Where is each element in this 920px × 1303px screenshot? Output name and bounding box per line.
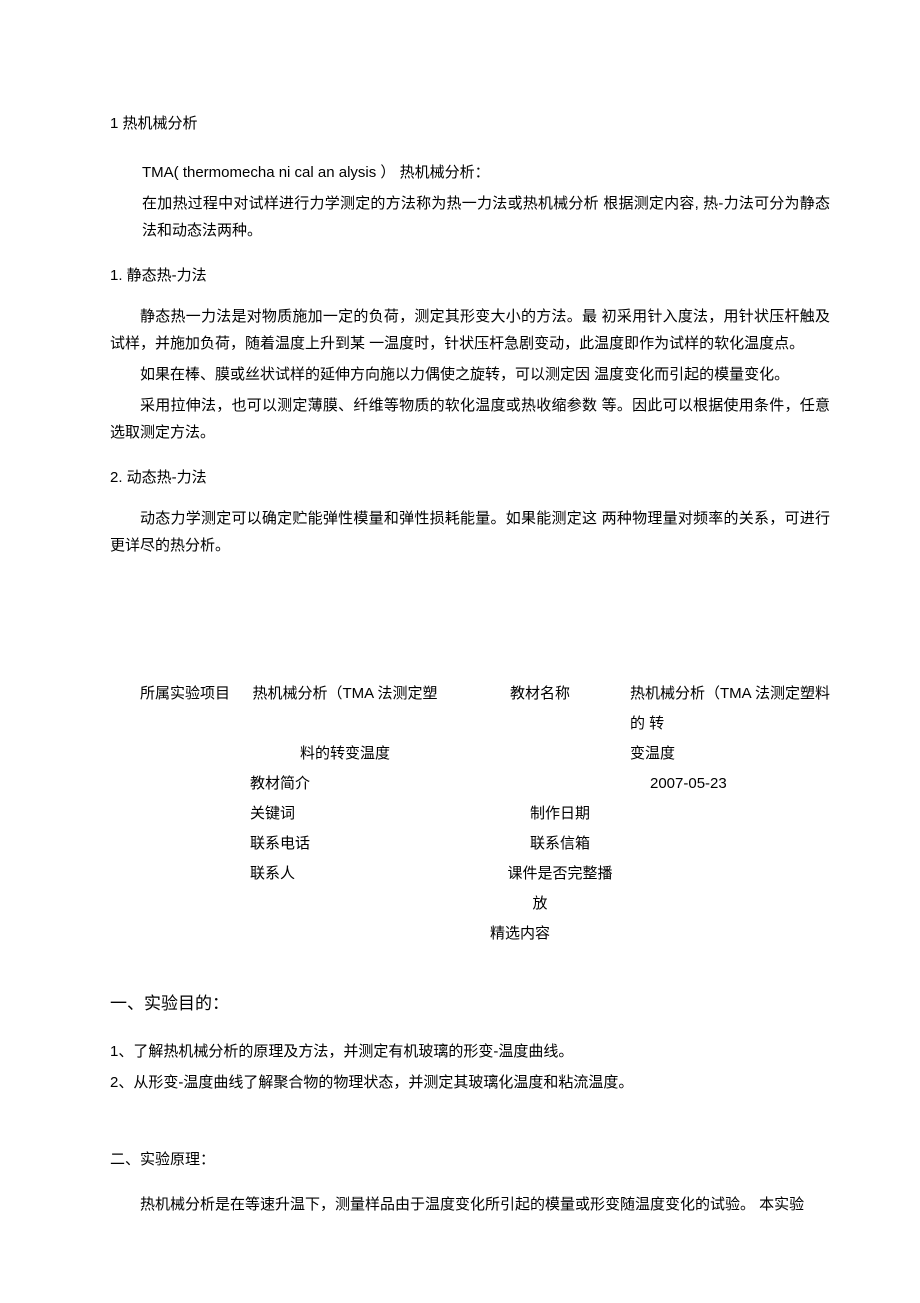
section1-p2: 如果在棒、膜或丝状试样的延伸方向施以力偶使之旋转，可以测定因 温度变化而引起的模… — [110, 361, 830, 388]
spacer — [110, 859, 230, 889]
meta-label-project: 所属实验项目 — [110, 679, 230, 739]
spacer — [110, 1100, 830, 1128]
meta-label-intro: 教材简介 — [230, 769, 480, 799]
doc-title: 1 热机械分析 — [110, 110, 830, 137]
spacer — [640, 799, 830, 829]
meta-row-1a: 所属实验项目 热机械分析（TMA 法测定塑 教材名称 热机械分析（TMA 法测定… — [110, 679, 830, 739]
intro-para: 在加热过程中对试样进行力学测定的方法称为热一力法或热机械分析 根据测定内容, 热… — [142, 190, 830, 244]
section2-head: 2. 动态热-力法 — [110, 464, 830, 491]
meta-row-6: 精选内容 — [110, 919, 830, 949]
spacer — [230, 889, 460, 919]
meta-value-material-a: 热机械分析（TMA 法测定塑料的 转 — [620, 679, 830, 739]
intro-line: TMA( thermomecha ni cal an alysis ） 热机械分… — [142, 159, 830, 186]
meta-label-playback-a: 课件是否完整播 — [480, 859, 640, 889]
spacer — [110, 889, 230, 919]
spacer — [110, 769, 230, 799]
spacer — [460, 739, 620, 769]
spacer — [640, 859, 830, 889]
meta-row-5a: 联系人 课件是否完整播 — [110, 859, 830, 889]
meta-value-material-b: 变温度 — [620, 739, 830, 769]
spacer — [620, 889, 830, 919]
exp-principle-p: 热机械分析是在等速升温下，测量样品由于温度变化所引起的模量或形变随温度变化的试验… — [110, 1191, 830, 1218]
meta-row-4: 联系电话 联系信箱 — [110, 829, 830, 859]
meta-row-5b: 放 — [110, 889, 830, 919]
meta-row-3: 关键词 制作日期 — [110, 799, 830, 829]
meta-row-2: 教材简介 2007-05-23 — [110, 769, 830, 799]
meta-label-phone: 联系电话 — [230, 829, 480, 859]
spacer — [110, 829, 230, 859]
meta-value-date: 2007-05-23 — [640, 769, 830, 799]
spacer — [480, 769, 640, 799]
meta-value-project-b: 料的转变温度 — [230, 739, 460, 769]
spacer — [640, 829, 830, 859]
exp-principle-head: 二、实验原理： — [110, 1146, 830, 1173]
meta-label-makedate: 制作日期 — [480, 799, 640, 829]
meta-row-1b: 料的转变温度 变温度 — [110, 739, 830, 769]
section1-p1: 静态热一力法是对物质施加一定的负荷，测定其形变大小的方法。最 初采用针入度法，用… — [110, 303, 830, 357]
section1-head: 1. 静态热-力法 — [110, 262, 830, 289]
meta-table: 所属实验项目 热机械分析（TMA 法测定塑 教材名称 热机械分析（TMA 法测定… — [110, 679, 830, 949]
section2-p1: 动态力学测定可以确定贮能弹性模量和弹性损耗能量。如果能测定这 两种物理量对频率的… — [110, 505, 830, 559]
meta-label-contact: 联系人 — [230, 859, 480, 889]
section1-p3: 采用拉伸法，也可以测定薄膜、纤维等物质的软化温度或热收缩参数 等。因此可以根据使… — [110, 392, 830, 446]
meta-label-material: 教材名称 — [460, 679, 620, 739]
intro-block: TMA( thermomecha ni cal an alysis ） 热机械分… — [142, 159, 830, 244]
exp-purpose-head: 一、实验目的： — [110, 989, 830, 1020]
meta-label-playback-b: 放 — [460, 889, 620, 919]
spacer — [110, 739, 230, 769]
meta-label-email: 联系信箱 — [480, 829, 640, 859]
meta-label-keyword: 关键词 — [230, 799, 480, 829]
meta-label-selected: 精选内容 — [460, 919, 580, 949]
meta-value-project-a: 热机械分析（TMA 法测定塑 — [230, 679, 460, 739]
exp-purpose-2: 2、从形变-温度曲线了解聚合物的物理状态，并测定其玻璃化温度和粘流温度。 — [110, 1069, 830, 1096]
spacer — [110, 799, 230, 829]
exp-purpose-1: 1、了解热机械分析的原理及方法，并测定有机玻璃的形变-温度曲线。 — [110, 1038, 830, 1065]
spacer — [110, 919, 460, 949]
